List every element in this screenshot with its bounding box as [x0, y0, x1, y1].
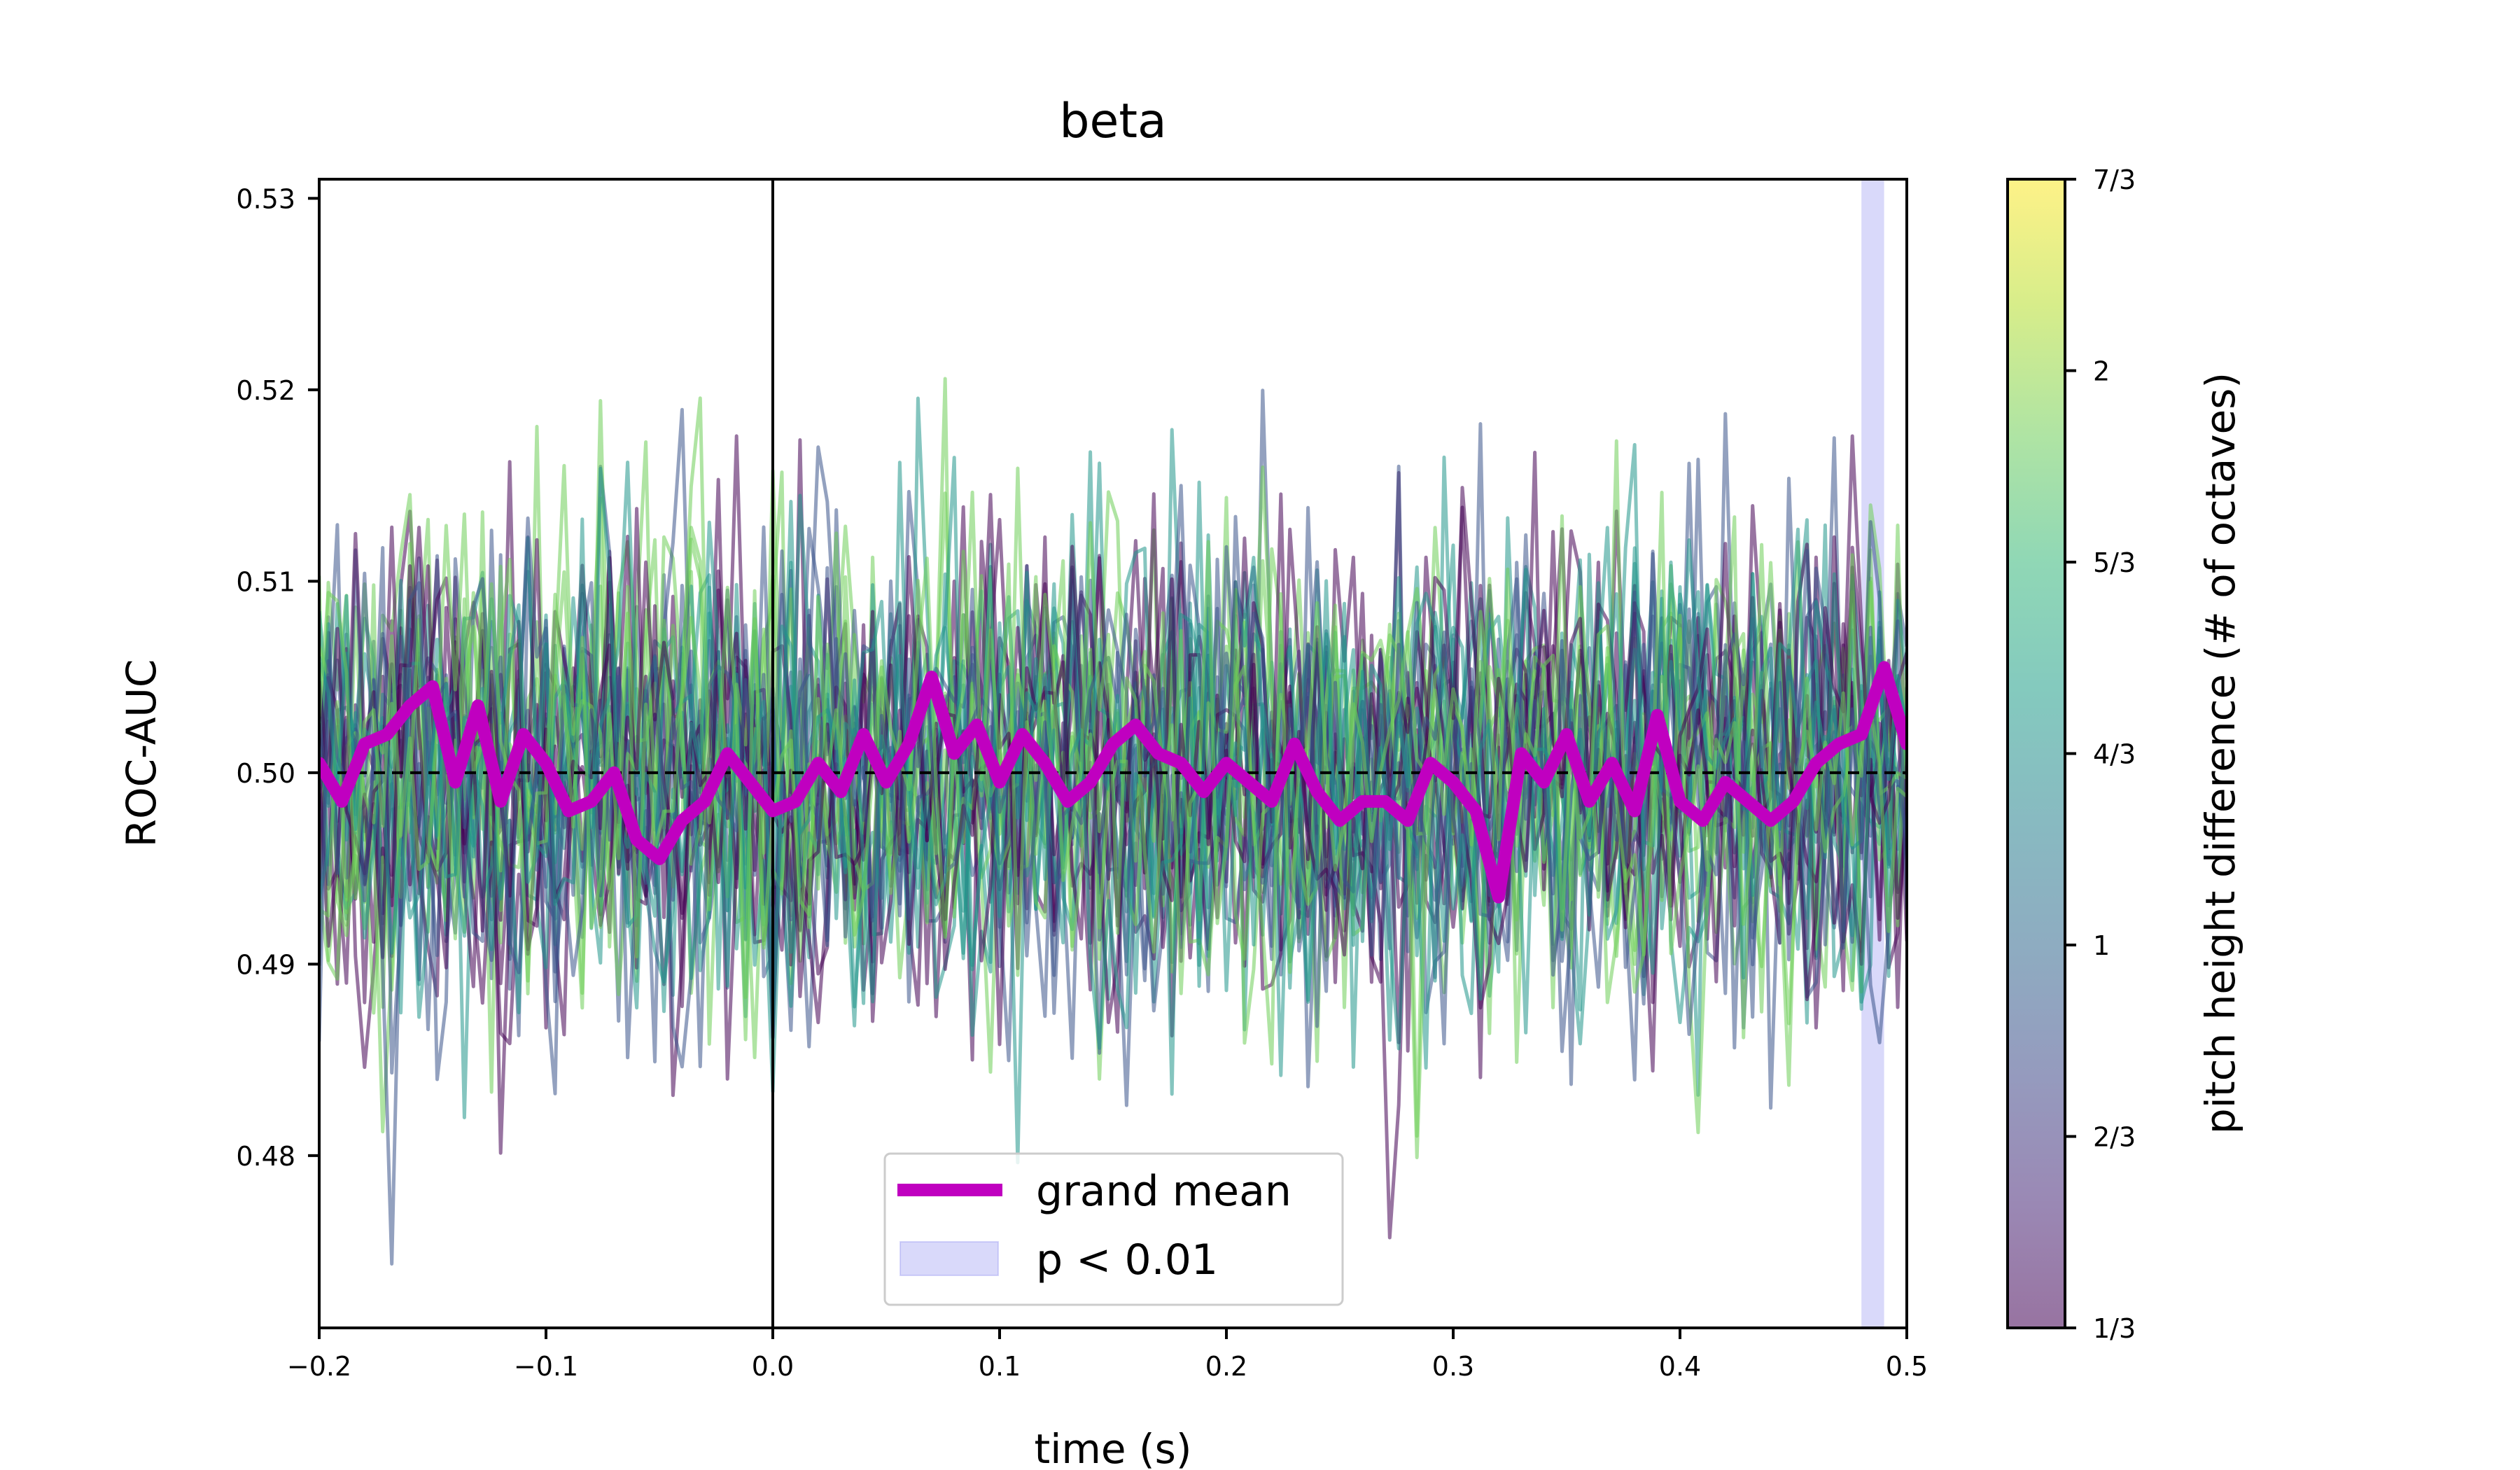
x-axis: −0.2 −0.1 0.0 0.1 0.2 0.3 0.4 0.5 [287, 1328, 1928, 1382]
x-tick-label: 0.0 [752, 1351, 794, 1382]
x-tick-label: −0.1 [514, 1351, 578, 1382]
condition-trace [319, 396, 1907, 1066]
y-tick-label: 0.48 [236, 1141, 295, 1172]
y-tick-label: 0.49 [236, 949, 295, 980]
chart-title: beta [1059, 94, 1166, 149]
x-axis-label: time (s) [1035, 1425, 1192, 1470]
colorbar-gradient [2008, 179, 2065, 1328]
colorbar-tick-label: 4/3 [2093, 739, 2136, 770]
x-tick-label: 0.1 [979, 1351, 1021, 1382]
colorbar-tick-label: 7/3 [2093, 164, 2136, 195]
legend-grand-mean-label: grand mean [1036, 1167, 1292, 1216]
x-tick-label: 0.3 [1432, 1351, 1474, 1382]
x-tick-label: 0.5 [1886, 1351, 1928, 1382]
legend-significance-label: p < 0.01 [1036, 1236, 1218, 1284]
plot-frame [318, 178, 1908, 1329]
grand-mean-line [319, 661, 1907, 904]
legend-significance-swatch [899, 1241, 999, 1276]
x-tick-label: −0.2 [287, 1351, 351, 1382]
y-axis: 0.48 0.49 0.50 0.51 0.52 0.53 [236, 183, 319, 1172]
colorbar: 1/3 2/3 1 4/3 5/3 2 7/3 [2006, 164, 2136, 1344]
y-tick-label: 0.51 [236, 566, 295, 597]
colorbar-label: pitch height difference (# of octaves) [2197, 372, 2244, 1134]
y-axis-label: ROC-AUC [118, 659, 165, 848]
x-tick-label: 0.4 [1659, 1351, 1701, 1382]
colorbar-tick-label: 1/3 [2093, 1313, 2136, 1344]
colorbar-tick-label: 1 [2093, 930, 2110, 961]
colorbar-tick-label: 2/3 [2093, 1122, 2136, 1153]
y-tick-label: 0.53 [236, 183, 295, 214]
colorbar-tick-label: 5/3 [2093, 547, 2136, 578]
y-tick-label: 0.52 [236, 375, 295, 406]
x-tick-label: 0.2 [1205, 1351, 1247, 1382]
plot-area [318, 178, 1908, 1329]
colorbar-ticks: 1/3 2/3 1 4/3 5/3 2 7/3 [2065, 164, 2136, 1344]
colorbar-tick-label: 2 [2093, 356, 2110, 387]
legend: grand mean p < 0.01 [883, 1152, 1344, 1306]
condition-traces [319, 377, 1907, 1266]
y-tick-label: 0.50 [236, 758, 295, 789]
